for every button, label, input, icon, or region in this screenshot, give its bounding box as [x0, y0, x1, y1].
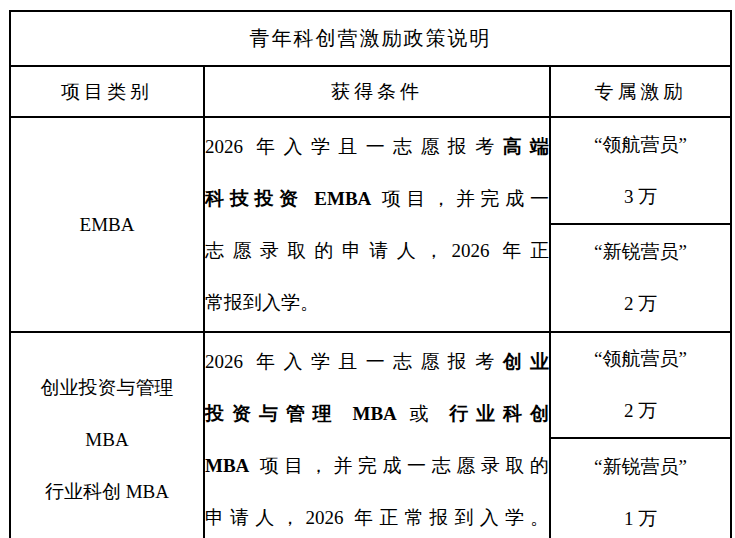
text-segment: 2026 年入学且一志愿报考 — [205, 351, 503, 372]
incentive-amount: 3 万 — [551, 171, 730, 223]
table-row: 创业投资与管理MBA行业科创 MBA 2026 年入学且一志愿报考创业投资与管理… — [10, 332, 731, 438]
document-page: 青年科创营激励政策说明 项目类别 获得条件 专属激励 EMBA 2026 年入学… — [0, 0, 735, 538]
incentive-name: “领航营员” — [551, 333, 730, 385]
title-row: 青年科创营激励政策说明 — [10, 11, 731, 66]
text-segment: 2026 年入学且一志愿报考 — [205, 136, 503, 157]
column-header-category: 项目类别 — [10, 66, 204, 117]
bold-text-segment: MBA — [205, 455, 249, 476]
text-segment: 项目，并完成一 — [371, 188, 549, 209]
incentive-policy-table: 青年科创营激励政策说明 项目类别 获得条件 专属激励 EMBA 2026 年入学… — [9, 10, 732, 538]
incentive-cell: “领航营员” 3 万 — [550, 117, 731, 224]
text-line: 2026 年入学且一志愿报考创业 — [205, 336, 549, 388]
text-line: 创业投资与管理 — [11, 362, 203, 414]
text-segment: 志愿录取的申请人，2026 年正 — [205, 240, 549, 261]
text-line: EMBA — [11, 199, 203, 251]
column-header-condition: 获得条件 — [204, 66, 550, 117]
incentive-name: “新锐营员” — [551, 441, 730, 493]
incentive-amount: 1 万 — [551, 493, 730, 538]
incentive-cell: “领航营员” 2 万 — [550, 332, 731, 438]
text-segment: 申请人，2026 年正常报到入学。 — [205, 507, 549, 528]
bold-text-segment: 创业 — [503, 351, 549, 372]
text-line: 申请人，2026 年正常报到入学。 — [205, 492, 549, 538]
text-line: 2026 年入学且一志愿报考高端 — [205, 121, 549, 173]
text-line: MBA 项目，并完成一志愿录取的 — [205, 440, 549, 492]
header-row: 项目类别 获得条件 专属激励 — [10, 66, 731, 117]
condition-cell-mba: 2026 年入学且一志愿报考创业投资与管理 MBA 或 行业科创MBA 项目，并… — [204, 332, 550, 538]
text-line: 投资与管理 MBA 或 行业科创 — [205, 388, 549, 440]
text-segment: 常报到入学。 — [205, 292, 319, 313]
text-line: MBA — [11, 414, 203, 466]
text-line: 行业科创 MBA — [11, 466, 203, 518]
bold-text-segment: 投资与管理 MBA — [205, 403, 397, 424]
incentive-cell: “新锐营员” 2 万 — [550, 224, 731, 332]
incentive-cell: “新锐营员” 1 万 — [550, 438, 731, 538]
incentive-name: “领航营员” — [551, 119, 730, 171]
table-row: EMBA 2026 年入学且一志愿报考高端科技投资 EMBA 项目，并完成一志愿… — [10, 117, 731, 224]
text-segment: 或 — [397, 403, 449, 424]
bold-text-segment: 科技投资 EMBA — [205, 188, 371, 209]
condition-cell-emba: 2026 年入学且一志愿报考高端科技投资 EMBA 项目，并完成一志愿录取的申请… — [204, 117, 550, 332]
text-segment: 项目，并完成一志愿录取的 — [249, 455, 549, 476]
table-title: 青年科创营激励政策说明 — [10, 11, 731, 66]
text-line: 科技投资 EMBA 项目，并完成一 — [205, 173, 549, 225]
incentive-amount: 2 万 — [551, 278, 730, 330]
incentive-name: “新锐营员” — [551, 226, 730, 278]
incentive-amount: 2 万 — [551, 385, 730, 437]
text-line: 志愿录取的申请人，2026 年正 — [205, 225, 549, 277]
column-header-incentive: 专属激励 — [550, 66, 731, 117]
category-cell-emba: EMBA — [10, 117, 204, 332]
bold-text-segment: 高端 — [503, 136, 549, 157]
text-line: 常报到入学。 — [205, 277, 549, 329]
bold-text-segment: 行业科创 — [449, 403, 549, 424]
category-cell-mba: 创业投资与管理MBA行业科创 MBA — [10, 332, 204, 538]
